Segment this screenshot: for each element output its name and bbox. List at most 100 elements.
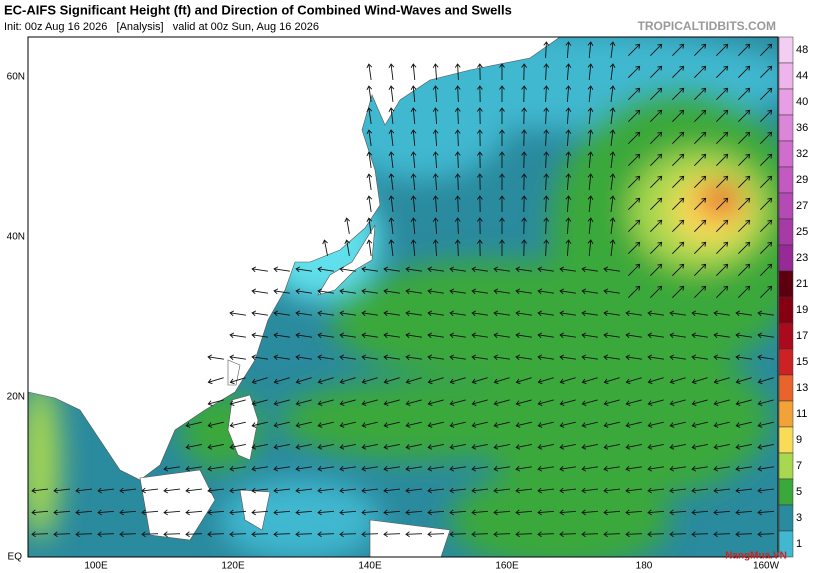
direction-arrow [565,129,572,147]
title: EC-AIFS Significant Height (ft) and Dire… [4,2,512,17]
direction-arrow [295,399,312,407]
direction-arrow [339,399,356,407]
direction-arrow [738,65,751,78]
direction-arrow [581,487,598,494]
direction-arrow [477,129,483,147]
direction-arrow [499,129,505,147]
direction-arrow [628,241,641,254]
direction-arrow [339,509,357,516]
direction-arrow [471,531,489,538]
direction-arrow [713,310,730,317]
direction-arrow [427,444,444,450]
direction-arrow [251,266,268,273]
direction-arrow [625,332,642,339]
direction-arrow [361,288,378,295]
direction-arrow [669,399,686,407]
direction-arrow [581,421,598,428]
direction-arrow [295,377,312,385]
direction-arrow [694,153,707,166]
direction-arrow [694,65,707,78]
direction-arrow [515,465,532,472]
direction-arrow [229,377,246,385]
direction-arrow [587,107,594,125]
direction-arrow [361,421,378,428]
direction-arrow [672,153,685,166]
direction-arrow [603,465,620,472]
direction-arrow [493,377,510,385]
direction-arrow [647,465,664,472]
direction-arrow [713,531,731,538]
direction-arrow [672,131,685,144]
direction-arrow [97,509,115,516]
direction-arrow [339,332,356,339]
direction-arrow [716,263,729,276]
direction-arrow [471,332,488,339]
direction-arrow [537,487,554,494]
colorbar-label: 5 [796,486,802,498]
direction-arrow [499,195,505,213]
direction-arrow [251,310,268,317]
direction-arrow [97,487,114,494]
direction-arrow [713,487,730,494]
direction-arrow [521,151,527,169]
direction-arrow [449,377,466,385]
direction-arrow [499,239,505,257]
direction-arrow [449,509,467,516]
direction-arrow [738,263,751,276]
direction-arrow [449,399,466,407]
direction-arrow [229,465,246,472]
direction-arrow [295,444,312,450]
direction-arrow [647,377,664,385]
direction-arrow [499,173,505,191]
direction-arrow [499,107,505,125]
direction-arrow [405,288,422,295]
direction-arrow [713,444,730,450]
direction-arrow [735,399,752,407]
direction-arrow [735,421,752,428]
direction-arrow [691,354,708,361]
direction-arrow [738,109,751,122]
direction-arrow [75,487,92,494]
direction-arrow [647,509,665,516]
colorbar-label: 23 [796,252,808,264]
direction-arrow [694,87,707,100]
direction-arrow [650,109,663,122]
colorbar-label: 7 [796,460,802,472]
direction-arrow [383,354,400,361]
direction-arrow [738,285,751,298]
direction-arrow [521,173,527,191]
land [28,37,561,557]
direction-arrow [383,266,400,273]
direction-arrow [427,421,444,428]
direction-arrow [471,421,488,428]
direction-arrow [581,377,598,385]
direction-arrow [361,465,378,472]
direction-arrow [537,444,554,450]
direction-arrow [273,288,290,295]
direction-arrow [273,487,290,494]
direction-arrow [317,421,334,428]
direction-arrow [603,332,620,339]
direction-arrow [691,487,708,494]
direction-arrow [628,285,641,298]
direction-arrow [344,217,351,234]
direction-arrow [295,288,312,295]
direction-arrow [672,241,685,254]
direction-arrow [322,239,328,256]
direction-arrow [449,266,466,273]
direction-arrow [543,63,550,81]
direction-arrow [366,129,373,146]
direction-arrow [672,43,685,56]
colorbar: 48 44 40 36 32 29 27 25 23 21 19 17 15 13 11 9 7 5 3 1 [778,36,808,558]
direction-arrow [735,310,752,317]
direction-arrow [738,131,751,144]
direction-arrow [339,377,356,385]
direction-arrow [273,465,290,472]
direction-arrow [650,219,663,232]
direction-arrow [339,444,356,450]
direction-arrow [647,421,664,428]
lon-label: 120E [221,561,245,572]
direction-arrow [471,399,488,407]
direction-arrow [603,399,620,407]
